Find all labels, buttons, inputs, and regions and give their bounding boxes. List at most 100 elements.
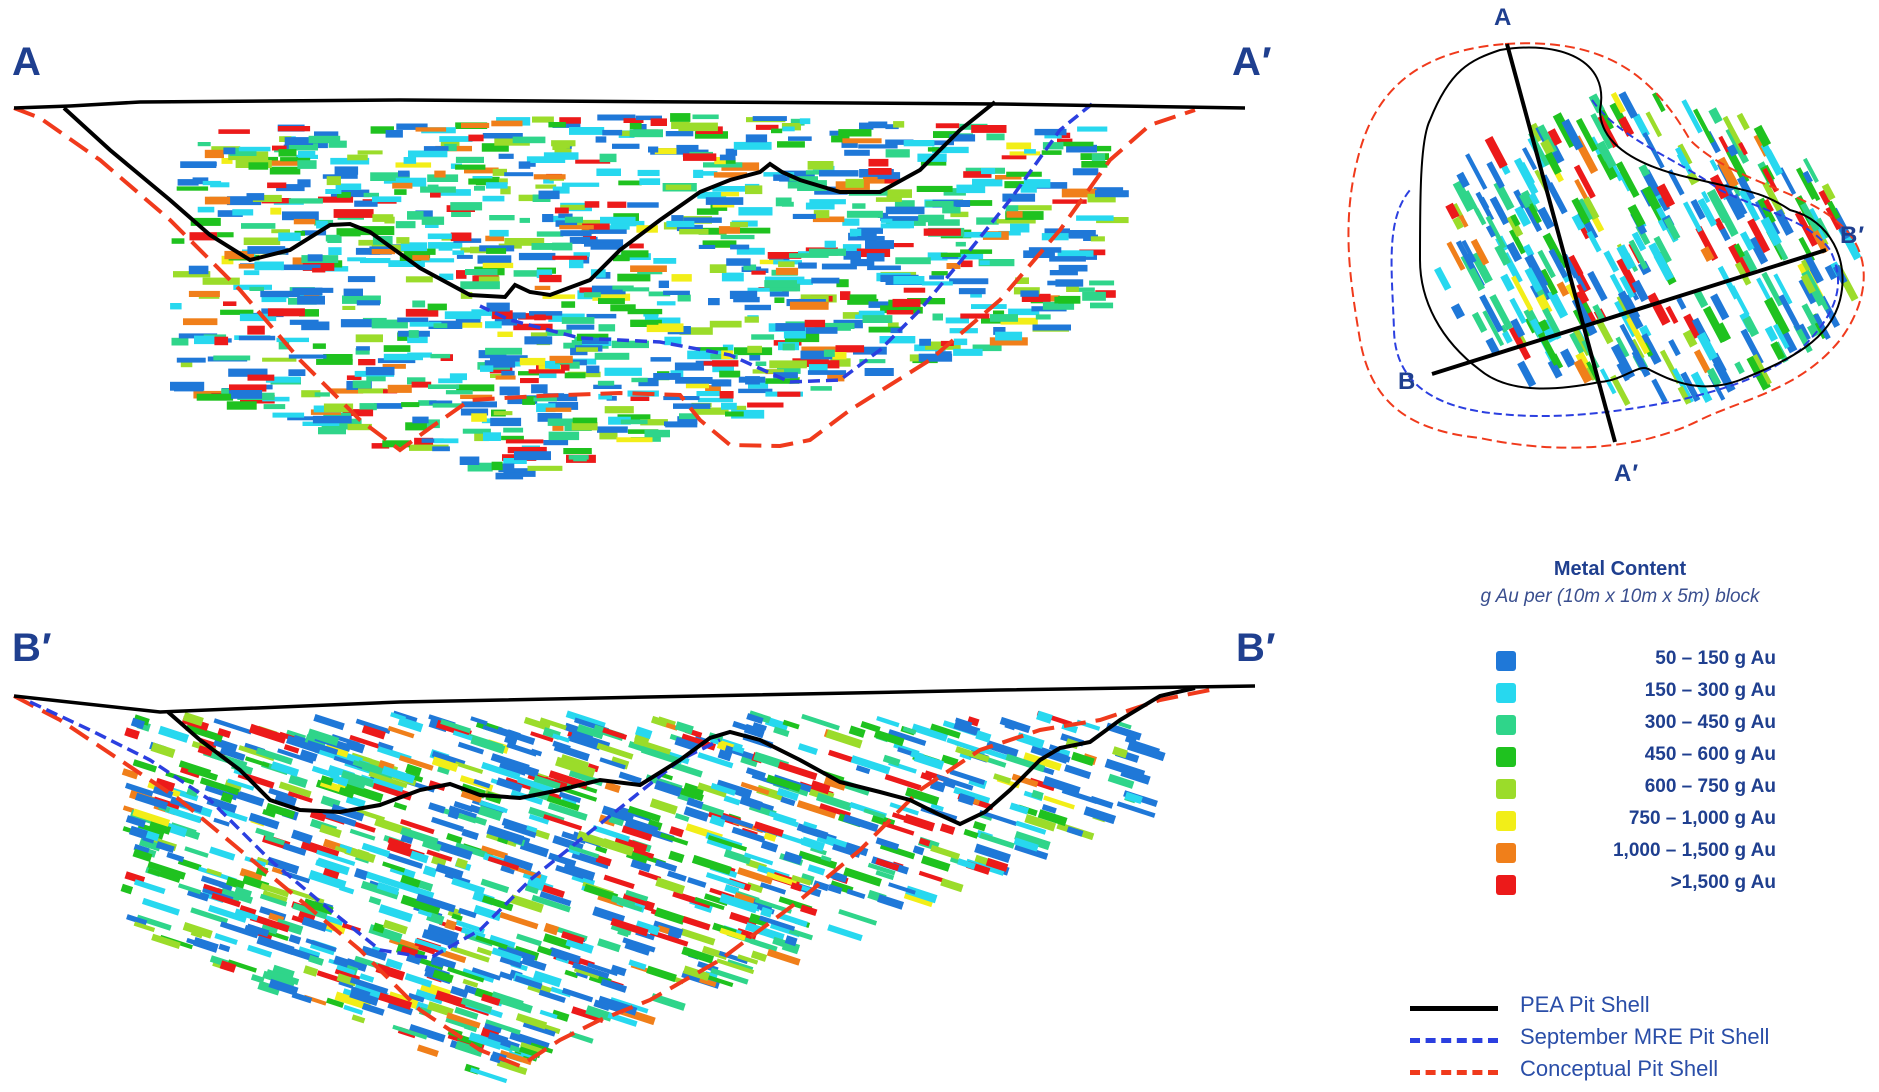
grade-block <box>1615 336 1630 358</box>
grade-block <box>995 331 1023 341</box>
grade-block <box>827 924 863 942</box>
grade-block <box>781 941 800 955</box>
grade-block <box>455 857 468 870</box>
grade-block <box>765 378 800 384</box>
grade-block <box>979 260 990 266</box>
grade-block <box>812 216 845 223</box>
grade-block <box>1489 294 1513 331</box>
grade-block <box>1057 138 1073 143</box>
grade-block <box>1054 296 1073 304</box>
grade-block <box>721 272 744 282</box>
grade-block <box>450 202 483 211</box>
grade-block <box>277 748 314 764</box>
grade-block <box>405 276 433 283</box>
grade-block <box>836 279 849 288</box>
grade-block <box>1540 139 1555 156</box>
grade-block <box>682 965 710 981</box>
grade-block <box>715 779 753 800</box>
grade-block <box>507 446 547 454</box>
grade-block <box>1713 217 1725 231</box>
grade-block <box>625 889 649 902</box>
grade-block <box>491 120 523 127</box>
grade-block <box>152 786 174 799</box>
grade-block <box>429 400 453 405</box>
grade-block <box>471 967 501 981</box>
grade-block <box>1693 108 1715 144</box>
grade-block <box>859 122 874 130</box>
grade-block <box>850 259 875 267</box>
grade-block <box>971 304 1007 309</box>
grade-block <box>576 724 605 740</box>
grade-block <box>183 318 218 326</box>
grade-block <box>571 850 610 870</box>
grade-block <box>188 265 209 275</box>
grade-block <box>457 741 485 755</box>
grade-block <box>1043 795 1075 810</box>
grade-block <box>126 914 148 926</box>
grade-block <box>543 178 554 184</box>
grade-block <box>246 193 265 201</box>
grade-block <box>1631 231 1647 252</box>
grade-block <box>602 129 623 136</box>
grade-block <box>342 295 381 304</box>
grade-block <box>1736 112 1750 131</box>
grade-block <box>960 260 973 268</box>
grade-block <box>953 786 991 805</box>
grade-block <box>638 869 662 882</box>
grade-block <box>234 908 259 921</box>
grade-block <box>1510 214 1521 227</box>
grade-block <box>613 254 630 262</box>
grade-block <box>338 885 355 895</box>
section-a-prime-label: A′ <box>1232 40 1273 84</box>
grade-block <box>604 406 634 414</box>
grade-block <box>1537 249 1556 279</box>
grade-block <box>838 909 878 926</box>
grade-block <box>336 228 361 237</box>
grade-block <box>763 172 795 177</box>
grade-block <box>326 997 345 1008</box>
grade-block <box>1509 297 1527 324</box>
grade-block <box>318 427 346 435</box>
grade-block <box>262 396 290 402</box>
grade-block <box>445 390 473 395</box>
grade-block <box>844 149 870 156</box>
grade-block <box>1747 218 1771 254</box>
grade-block <box>416 1044 439 1057</box>
grade-block <box>499 971 514 981</box>
grade-block <box>176 357 206 363</box>
grade-block <box>663 290 690 295</box>
grade-block <box>846 210 883 218</box>
grade-block <box>223 301 237 306</box>
grade-block <box>1778 167 1797 195</box>
grade-block <box>225 876 246 890</box>
grade-block <box>925 201 954 207</box>
grade-block <box>725 411 744 417</box>
grade-block <box>885 124 899 130</box>
grade-block <box>648 291 671 297</box>
grade-block <box>125 815 146 828</box>
grade-block <box>1576 283 1590 303</box>
grade-block <box>178 883 202 895</box>
grade-block <box>396 123 428 130</box>
grade-block <box>468 134 484 142</box>
grade-block <box>288 774 308 789</box>
grade-block <box>461 828 479 841</box>
grade-block <box>789 176 818 182</box>
grade-block <box>1087 193 1116 203</box>
grade-block <box>782 719 800 730</box>
grade-block <box>432 446 450 452</box>
section-b-prime-left-label: B′ <box>12 626 53 670</box>
grade-block <box>398 170 410 177</box>
grade-block <box>777 391 801 397</box>
grade-block <box>227 959 257 973</box>
grade-block <box>1638 164 1651 177</box>
legend-swatch <box>1496 811 1516 831</box>
grade-block <box>403 248 436 255</box>
grade-block <box>180 358 193 368</box>
grade-block <box>536 945 553 956</box>
grade-block <box>312 267 326 273</box>
grade-block <box>804 319 826 328</box>
grade-block <box>307 728 340 746</box>
grade-block <box>717 749 733 762</box>
